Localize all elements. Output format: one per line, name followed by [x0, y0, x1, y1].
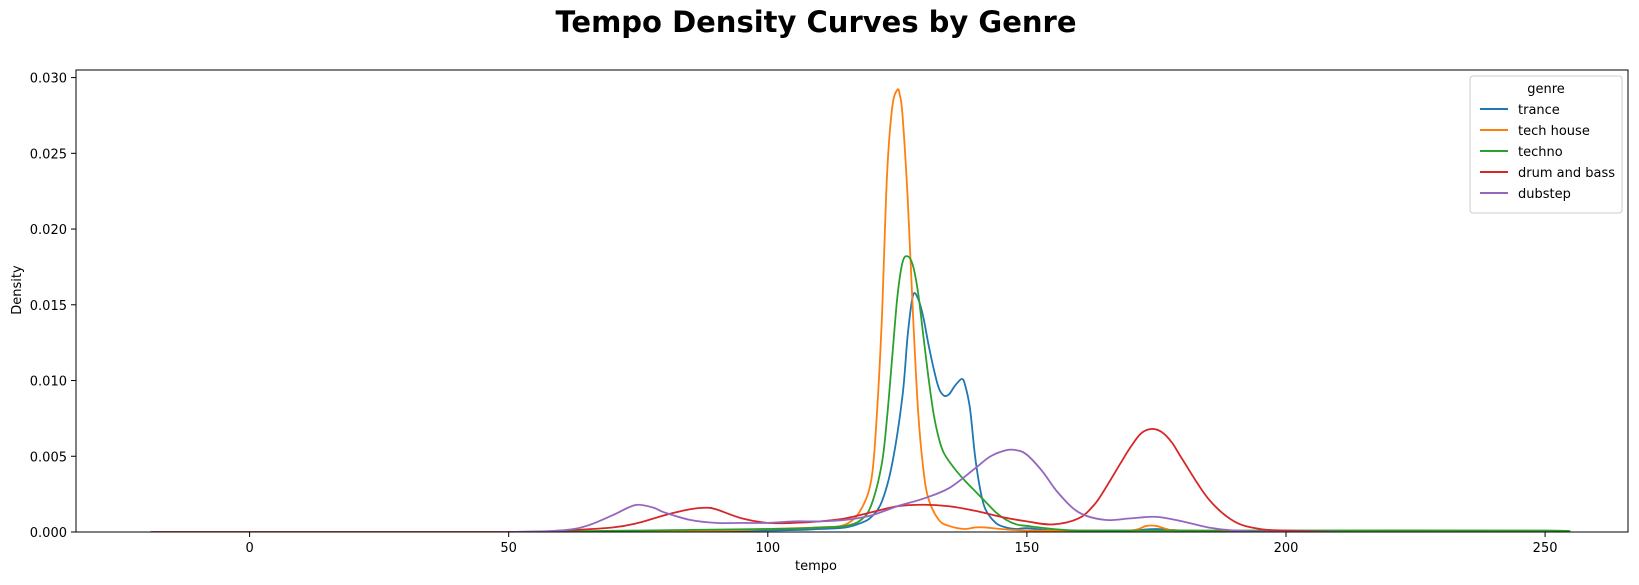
legend-label-dubstep: dubstep — [1518, 187, 1571, 202]
x-tick-label: 100 — [755, 541, 780, 556]
chart-title: Tempo Density Curves by Genre — [555, 5, 1076, 39]
series-line-dubstep — [507, 448, 1339, 532]
legend-label-tech-house: tech house — [1518, 124, 1590, 139]
y-tick-label: 0.005 — [30, 450, 67, 465]
legend: genre trance tech house techno drum and bass… — [1469, 75, 1623, 214]
y-tick-label: 0.015 — [30, 299, 67, 314]
series-line-techno — [507, 255, 1571, 532]
y-tick-label: 0.000 — [30, 526, 67, 541]
x-tick-label: 0 — [245, 541, 253, 556]
x-tick-label: 150 — [1014, 541, 1039, 556]
axes: 0 50 100 150 200 250 0.000 0.005 0.010 0.015 0.020… — [30, 69, 1629, 556]
series-line-drum-and-bass — [150, 428, 1339, 532]
plot-frame — [75, 69, 1629, 533]
y-axis-label: Density — [10, 265, 25, 315]
y-tick-label: 0.010 — [30, 375, 67, 390]
x-tick-label: 250 — [1533, 541, 1558, 556]
legend-label-drum-and-bass: drum and bass — [1518, 166, 1615, 181]
x-axis-label: tempo — [795, 559, 837, 574]
legend-title: genre — [1527, 82, 1565, 97]
legend-label-trance: trance — [1518, 103, 1560, 118]
y-tick-label: 0.020 — [30, 223, 67, 238]
x-tick-label: 50 — [500, 541, 517, 556]
y-tick-label: 0.030 — [30, 72, 67, 87]
legend-label-techno: techno — [1518, 145, 1563, 160]
series-line-trance — [507, 292, 1562, 532]
legend-box — [1469, 75, 1623, 214]
y-tick-label: 0.025 — [30, 147, 67, 162]
series-line-tech-house — [507, 88, 1562, 532]
plot-area — [150, 88, 1571, 532]
x-tick-label: 200 — [1274, 541, 1299, 556]
